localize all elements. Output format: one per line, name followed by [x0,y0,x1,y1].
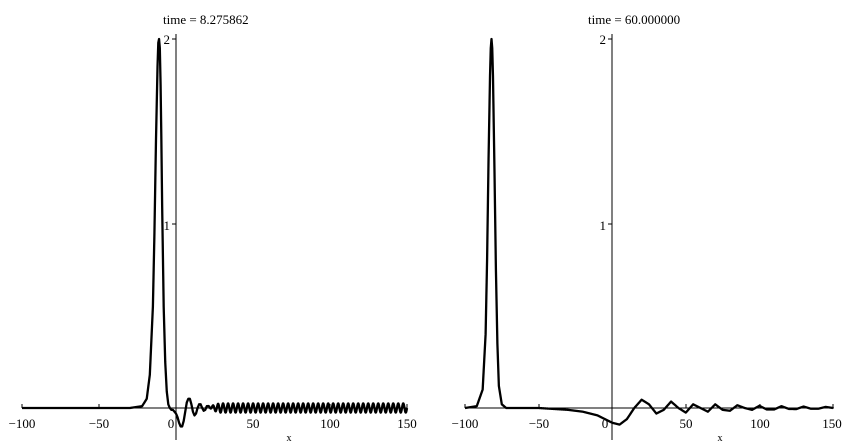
right-series-line [464,37,834,426]
right-y-ticks: 1 2 [600,32,612,233]
right-x-tick-label: −100 [452,416,479,431]
right-x-tick-label: 100 [750,416,770,431]
right-y-tick-label: 1 [600,218,607,233]
left-y-tick-label: 1 [164,218,171,233]
right-plot-title: time = 60.000000 [588,12,680,27]
left-x-tick-label: 0 [168,416,175,431]
left-x-ticks: −100 −50 0 50 100 150 [9,404,417,431]
left-x-tick-label: 100 [320,416,340,431]
left-x-tick-label: 50 [247,416,260,431]
right-x-tick-label: −50 [529,416,549,431]
left-series-line [21,37,409,428]
right-x-tick-label: 50 [680,416,693,431]
left-y-tick-label: 2 [164,32,171,47]
right-x-tick-label: 0 [602,416,609,431]
left-x-tick-label: 150 [397,416,417,431]
right-x-ticks: −100 −50 0 50 100 150 [452,404,842,431]
left-x-axis-label: x [287,433,292,444]
left-plot-title: time = 8.275862 [163,12,249,27]
left-x-tick-label: −50 [89,416,109,431]
right-y-tick-label: 2 [600,32,607,47]
left-plot-panel: time = 8.275862 −100 −50 0 50 100 150 1 … [9,12,417,444]
right-x-tick-label: 150 [822,416,842,431]
right-plot-panel: time = 60.000000 −100 −50 0 50 100 150 1… [452,12,842,444]
right-x-axis-label: x [718,433,723,444]
left-x-tick-label: −100 [9,416,36,431]
left-y-ticks: 1 2 [164,32,176,233]
